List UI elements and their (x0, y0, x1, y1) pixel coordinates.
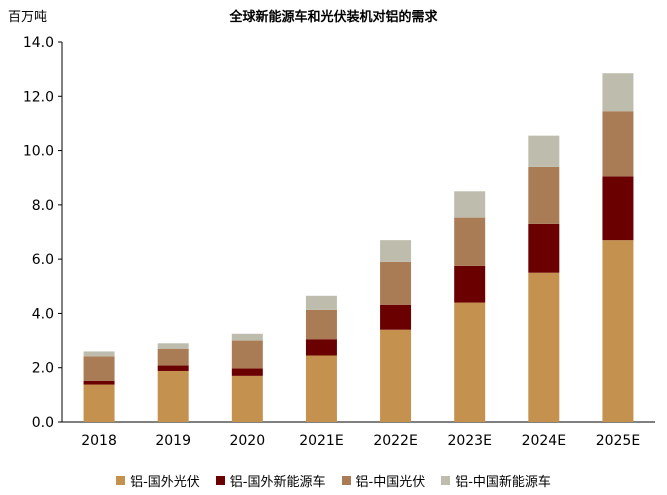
x-axis: 2018 2019 2020 2021E 2022E 2023E 2024E 2025E (62, 421, 655, 449)
legend-label: 铝-中国光伏 (355, 474, 426, 490)
x-tick-label: 2020 (229, 433, 265, 449)
bar-segment (157, 348, 189, 366)
legend-item: 铝-国外光伏 (116, 471, 200, 490)
bar-segment (602, 240, 634, 422)
legend-item: 铝-中国光伏 (341, 471, 426, 490)
bar-segment (454, 302, 486, 422)
y-tick-label: 4.0 (32, 306, 54, 322)
bar-segment (305, 295, 337, 310)
bar-segment (602, 111, 634, 177)
y-tick-label: 0.0 (32, 415, 54, 431)
bar-segment (602, 73, 634, 112)
x-tick-label: 2022E (373, 433, 417, 449)
bar-segment (454, 191, 486, 218)
bar-segment (83, 380, 115, 385)
bar-segment (231, 375, 263, 422)
bar-segment (380, 329, 412, 422)
bar-segment (157, 370, 189, 422)
bar-segment (528, 166, 560, 224)
x-tick-label: 2024E (522, 433, 566, 449)
y-axis: 0.0 2.0 4.0 6.0 8.0 10.0 12.0 14.0 (23, 35, 63, 431)
legend-swatch (116, 475, 126, 485)
legend-label: 铝-国外光伏 (130, 474, 200, 490)
x-tick-label: 2018 (81, 433, 117, 449)
y-tick-label: 8.0 (32, 198, 54, 214)
y-tick-label: 6.0 (32, 252, 54, 268)
x-tick-label: 2025E (596, 433, 640, 449)
bar-segment (305, 339, 337, 356)
bar-segment (380, 304, 412, 330)
bar-segment (83, 384, 115, 422)
bar-segment (602, 176, 634, 241)
y-tick-label: 10.0 (23, 144, 54, 160)
bar-segment (305, 309, 337, 340)
bar-segment (528, 223, 560, 273)
bar-segment (454, 265, 486, 303)
x-tick-label: 2023E (447, 433, 491, 449)
y-tick-label: 12.0 (23, 89, 54, 105)
bar-segment (83, 356, 115, 381)
bar-segment (380, 261, 412, 305)
x-tick-label: 2021E (299, 433, 343, 449)
bar-segment (231, 368, 263, 376)
bar-segment (454, 217, 486, 266)
y-axis-unit-label: 百万吨 (8, 10, 48, 25)
bar-segment (157, 365, 189, 371)
legend-label: 铝-中国新能源车 (455, 474, 551, 490)
bar-segment (231, 333, 263, 341)
legend-label: 铝-国外新能源车 (229, 474, 326, 490)
chart-title: 全球新能源车和光伏装机对铝的需求 (229, 10, 438, 25)
bar-segment (231, 340, 263, 369)
legend-swatch (441, 475, 451, 485)
legend-swatch (341, 475, 351, 485)
bar-segment (380, 240, 412, 262)
legend-item: 铝-国外新能源车 (215, 471, 326, 490)
bar-segment (528, 272, 560, 422)
x-tick-label: 2019 (155, 433, 191, 449)
bar-segment (83, 351, 115, 357)
legend-item: 铝-中国新能源车 (441, 471, 551, 490)
legend-swatch (215, 475, 225, 485)
bar-segment (528, 135, 560, 167)
bar-segment (157, 343, 189, 349)
legend: 铝-国外光伏 铝-国外新能源车 铝-中国光伏 铝-中国新能源车 (0, 470, 667, 490)
y-tick-label: 14.0 (23, 35, 54, 51)
y-tick-label: 2.0 (32, 361, 54, 377)
bars (83, 73, 634, 422)
bar-segment (305, 355, 337, 422)
